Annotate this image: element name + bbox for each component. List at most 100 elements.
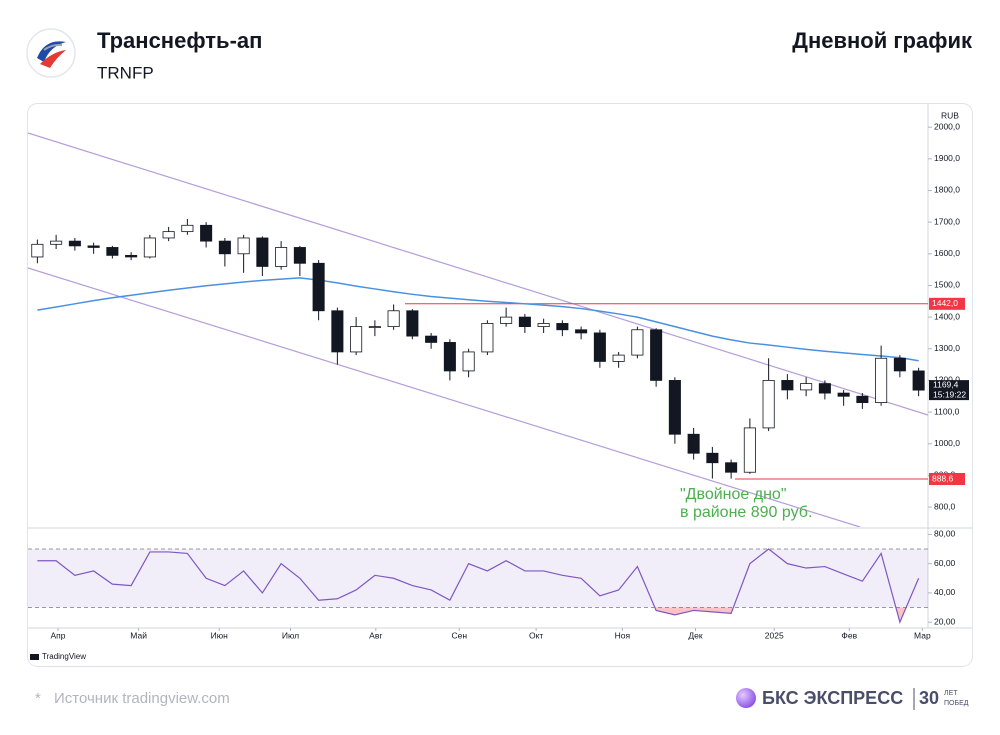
x-tick-label: Май xyxy=(130,630,147,640)
candle-body xyxy=(912,370,925,391)
y-tick-label: 1900,0 xyxy=(934,153,960,163)
candle-body xyxy=(537,323,550,328)
candle-body xyxy=(443,342,456,372)
brand: БКС ЭКСПРЕСС xyxy=(762,688,903,708)
candle-body xyxy=(368,326,381,329)
x-tick-label: Ноя xyxy=(615,630,631,640)
rsi-tick-label: 80,00 xyxy=(934,529,956,539)
candle-body xyxy=(256,237,269,267)
logo xyxy=(26,28,76,78)
rsi-line xyxy=(37,548,920,624)
candle-body xyxy=(650,329,663,381)
rsi-oversold-fill xyxy=(654,607,907,623)
x-tick-label: Мар xyxy=(914,630,931,640)
candle-body xyxy=(593,332,606,362)
candle-body xyxy=(856,395,869,403)
level-badge xyxy=(929,473,965,486)
x-tick-label: Окт xyxy=(529,630,543,640)
x-tick-label: Дек xyxy=(688,630,702,640)
brand-years: 30 xyxy=(919,688,939,708)
candle-body xyxy=(200,224,213,242)
rsi-tick-label: 20,00 xyxy=(934,616,956,626)
candle-body xyxy=(293,247,306,264)
candle-body xyxy=(181,224,194,233)
candle-body xyxy=(143,237,156,258)
candle-body xyxy=(406,310,419,337)
level-label: 888,6 xyxy=(932,473,954,483)
candle-body xyxy=(518,316,531,328)
candle-body xyxy=(481,323,494,353)
brand-icon xyxy=(736,688,756,708)
candle-body xyxy=(575,329,588,334)
rsi-tick-label: 40,00 xyxy=(934,587,956,597)
candle-body xyxy=(31,243,44,258)
currency: RUB xyxy=(941,110,959,120)
candle-body xyxy=(706,452,719,464)
ticker: TRNFP xyxy=(97,63,154,82)
footer-source: Источник tradingview.com xyxy=(54,690,230,707)
tv-logo xyxy=(30,654,39,660)
attribution: TradingView xyxy=(42,652,86,661)
candle-body xyxy=(631,329,644,356)
y-tick-label: 1100,0 xyxy=(934,406,960,416)
candle-body xyxy=(725,462,738,473)
candle-body xyxy=(106,247,119,256)
candle-body xyxy=(425,335,438,343)
title: Транснефть-ап xyxy=(97,28,262,53)
x-tick-label: Апр xyxy=(51,630,66,640)
x-tick-label: Сен xyxy=(451,630,467,640)
candle-body xyxy=(893,357,906,372)
x-tick-label: Июл xyxy=(282,630,299,640)
channel-lower xyxy=(28,267,861,527)
chart-label: Дневной график xyxy=(792,28,973,53)
candle-body xyxy=(50,240,63,245)
y-tick-label: 1700,0 xyxy=(934,216,960,226)
last-price-badge xyxy=(929,380,969,401)
candle-body xyxy=(162,231,175,239)
candle-body xyxy=(668,380,681,435)
channel-upper xyxy=(28,132,928,416)
y-tick-label: 1600,0 xyxy=(934,248,960,258)
level-label: 1442,0 xyxy=(932,298,958,308)
candle-body xyxy=(800,383,813,391)
x-tick-label: Авг xyxy=(369,630,382,640)
moving-average xyxy=(37,277,919,362)
candle-body xyxy=(331,310,344,353)
x-tick-label: Июн xyxy=(211,630,228,640)
footer-asterisk: * xyxy=(35,690,41,707)
y-tick-label: 1400,0 xyxy=(934,311,960,321)
candle-body xyxy=(781,380,794,391)
candle-body xyxy=(68,240,81,247)
candle-body xyxy=(500,316,513,324)
y-tick-label: 2000,0 xyxy=(934,121,960,131)
candle-body xyxy=(237,237,250,255)
candle-body xyxy=(875,357,888,403)
level-badge xyxy=(929,297,965,310)
candle-body xyxy=(818,383,831,394)
candle-body xyxy=(312,262,325,312)
y-tick-label: 1800,0 xyxy=(934,185,960,195)
candle-body xyxy=(762,380,775,429)
annotation: "Двойное дно" xyxy=(680,486,787,503)
y-tick-label: 1000,0 xyxy=(934,438,960,448)
x-tick-label: 2025 xyxy=(765,630,784,640)
candle-body xyxy=(612,354,625,362)
candle-body xyxy=(275,247,288,267)
candle-body xyxy=(125,254,138,258)
channel xyxy=(28,132,928,527)
y-tick-label: 1200,0 xyxy=(934,375,960,385)
candle-body xyxy=(462,351,475,372)
rsi-tick-label: 60,00 xyxy=(934,558,956,568)
y-tick-label: 1300,0 xyxy=(934,343,960,353)
candle-body xyxy=(743,427,756,473)
candle-body xyxy=(556,323,569,331)
candle-body xyxy=(837,392,850,397)
last-price-time: 15:19:22 xyxy=(933,389,966,399)
y-tick-label: 800,0 xyxy=(934,501,956,511)
annotation: в районе 890 руб. xyxy=(680,504,812,521)
x-tick-label: Фев xyxy=(841,630,857,640)
last-price-label: 1169,4 xyxy=(933,379,959,389)
rsi-band xyxy=(28,549,928,608)
brand-years-bottom: ПОБЕД xyxy=(944,700,969,707)
